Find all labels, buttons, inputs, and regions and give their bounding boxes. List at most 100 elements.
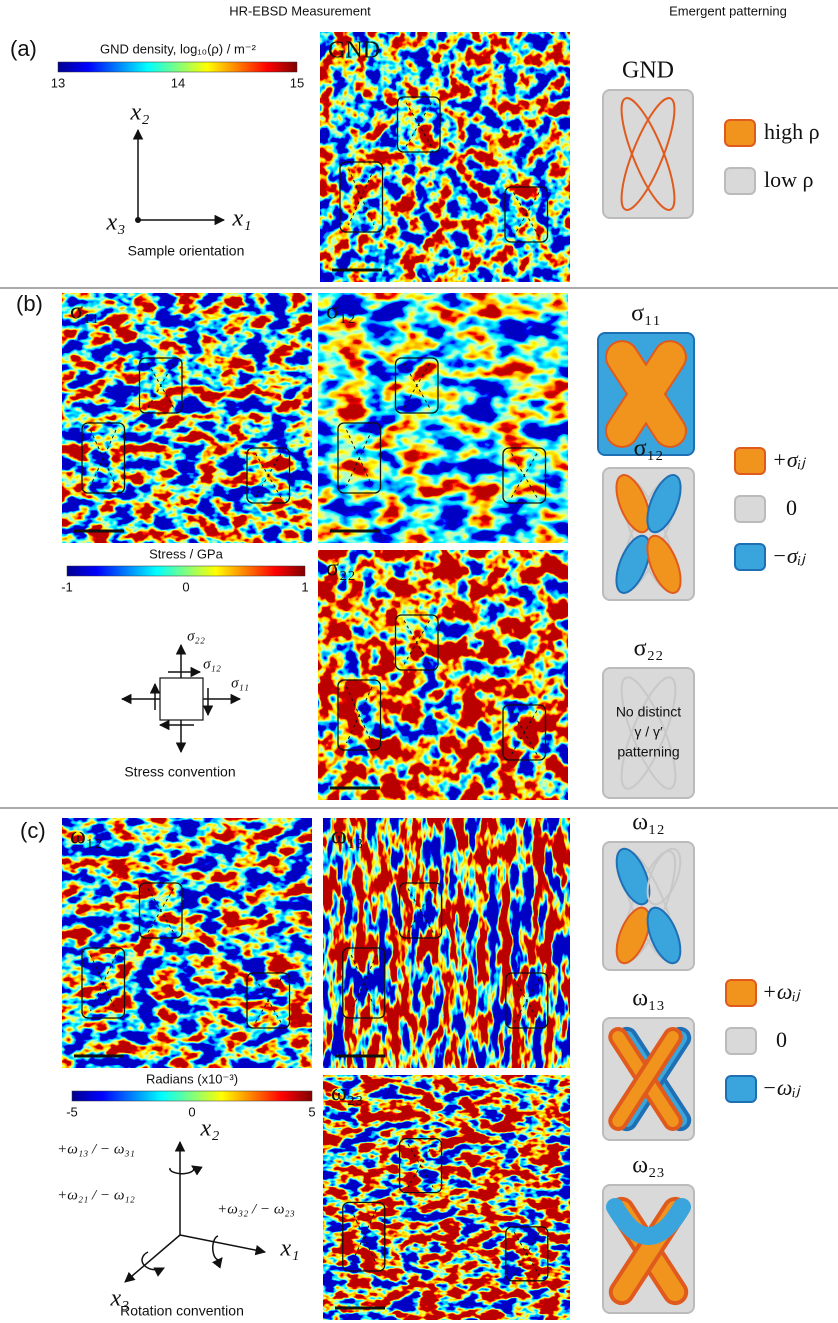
region-box [138,357,183,414]
map: GND [320,32,570,282]
sketch-label: σ₁₁ [231,675,249,691]
pattern-title: σ₂₂ [634,636,664,662]
axis-label: x₂ [200,1116,220,1142]
map: σ₁₂ [318,293,568,543]
pattern-title: GND [622,58,674,84]
colorbar [57,61,298,73]
lobe [606,1198,691,1245]
region-x [346,429,373,487]
sketch-label: +ω₂₁ / − ω₁₂ [57,1187,135,1203]
map: ω₂₃ [323,1075,570,1320]
region-x [513,192,540,237]
colorbar [71,1090,313,1102]
header: Emergent patterning [669,3,787,18]
region-box [138,882,183,939]
legend-swatch [725,979,757,1007]
region-x [147,888,174,933]
region-x [513,978,540,1023]
map-image [323,1075,570,1320]
lobe [646,534,682,594]
region-x [403,363,430,408]
region-box [504,186,549,243]
map-image [323,818,570,1068]
map-image [318,550,568,800]
map: σ₂₂ [318,550,568,800]
map-title: σ₁₁ [70,299,100,325]
legend-swatch [724,167,756,195]
pattern-title: ω₂₃ [632,1153,665,1179]
region-box [394,357,439,414]
map-title: σ₂₂ [326,556,356,582]
colorbar-tick: 14 [171,75,185,90]
region-x [346,686,373,744]
region-x [255,978,282,1023]
pattern: ω₁₃ [602,986,695,1141]
panel-label: (a) [10,36,37,61]
map-title: GND [328,38,380,64]
lobe [646,847,682,906]
region-x [350,1209,377,1265]
axis-label: x₃ [106,210,126,236]
sketch-label: +ω₁₃ / − ω₃₁ [57,1141,135,1157]
colorbar-tick: 0 [188,1104,195,1119]
region-box [339,161,384,233]
map-image [318,293,568,543]
region-x [350,954,377,1012]
region-box [502,447,547,504]
pattern-note: γ / γ′ [634,724,663,740]
pattern: No distinct γ / γ′ patterning σ₂₂ [602,636,695,799]
map-title: ω₁₃ [331,824,364,850]
pattern-title: ω₁₂ [632,810,665,836]
map-title: ω₂₃ [331,1081,364,1107]
sketch-label: σ₂₂ [187,628,205,644]
lobe [620,676,677,790]
legend-swatch [734,447,766,475]
region-box [81,947,126,1019]
colorbar-title: GND density, log₁₀(ρ) / m⁻² [100,41,257,56]
colorbar-tick: 15 [290,75,304,90]
stress-sketch [120,643,242,754]
map: σ₁₁ [62,293,312,543]
pattern-note: No distinct [616,704,681,720]
lobe [615,534,651,594]
legend-label: high ρ [764,119,820,144]
region-x [405,102,432,147]
region-box [398,882,443,939]
region-box [394,614,439,671]
colorbar [66,565,306,577]
colorbar-tick: -5 [66,1104,78,1119]
colorbar-tick: 0 [182,579,189,594]
region-box [398,1138,443,1194]
pattern: ω₂₃ [602,1153,695,1314]
map-title: ω₁₂ [70,824,103,850]
legend-swatch [724,119,756,147]
axis-label: x₂ [130,100,150,126]
lobe [615,906,651,965]
region-x [255,453,282,498]
rotation-sketch [124,1140,267,1283]
caption: Stress convention [124,764,235,780]
region-box [396,96,441,153]
pattern-title: σ₁₁ [631,301,661,327]
panel-label: (c) [20,818,46,843]
sketch-label: σ₁₂ [203,656,221,672]
lobe [646,906,682,965]
region-box [246,972,291,1029]
map-image [62,293,312,543]
caption: Rotation convention [120,1303,244,1319]
colorbar-tick: -1 [61,579,73,594]
lobe [615,847,651,906]
lobe [607,342,685,446]
panel-label: (b) [16,291,43,316]
sketch-label: +ω₃₂ / − ω₂₃ [217,1201,295,1217]
legend-label: +ωᵢⱼ [762,979,801,1004]
region-box [342,1201,386,1272]
colorbar-title: Stress / GPa [149,546,223,561]
region-box [505,972,549,1029]
region-box [81,422,126,494]
caption: Sample orientation [128,243,245,259]
axis-label: x₁ [232,206,252,232]
region-box [502,704,547,761]
region-x [403,620,430,665]
